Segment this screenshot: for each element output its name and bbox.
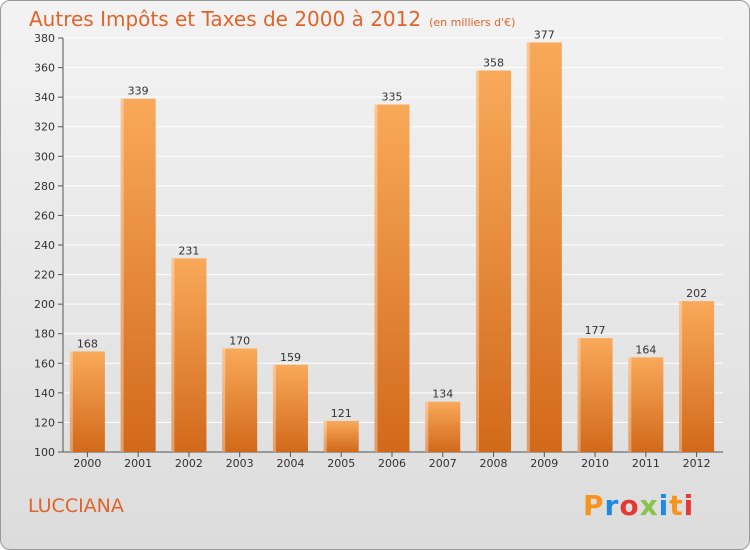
bar-highlight bbox=[425, 401, 429, 452]
x-tick-label: 2003 bbox=[226, 457, 254, 470]
chart-title: Autres Impôts et Taxes de 2000 à 2012 (en… bbox=[29, 7, 515, 31]
value-label: 168 bbox=[77, 337, 98, 350]
proxiti-logo[interactable]: Proxiti bbox=[583, 489, 694, 522]
x-tick-label: 2012 bbox=[683, 457, 711, 470]
value-label: 177 bbox=[585, 324, 606, 337]
bar-2001[interactable] bbox=[120, 98, 156, 452]
x-tick-label: 2007 bbox=[429, 457, 457, 470]
logo-letter: P bbox=[583, 489, 605, 522]
bar-2003[interactable] bbox=[222, 348, 258, 453]
y-tick-label: 360 bbox=[34, 62, 55, 75]
bar-2006[interactable] bbox=[374, 104, 410, 453]
x-tick-label: 2006 bbox=[378, 457, 406, 470]
value-label: 335 bbox=[382, 91, 403, 104]
value-label: 358 bbox=[483, 57, 504, 70]
bar-highlight bbox=[476, 70, 480, 453]
x-tick-label: 2005 bbox=[327, 457, 355, 470]
chart-title-unit: (en milliers d'€) bbox=[429, 16, 516, 29]
labels: 100 120 140 160 180 200 220 240 260 280 300 320 340 3… bbox=[34, 28, 711, 470]
commune-name: LUCCIANA bbox=[28, 495, 124, 517]
logo-letter: o bbox=[619, 489, 640, 522]
y-tick-label: 340 bbox=[34, 91, 55, 104]
value-label: 202 bbox=[686, 287, 707, 300]
x-tick-label: 2000 bbox=[73, 457, 101, 470]
bar-2012[interactable] bbox=[679, 301, 715, 452]
y-tick-label: 200 bbox=[34, 298, 55, 311]
logo-letter: i bbox=[683, 489, 695, 522]
y-tick-label: 140 bbox=[34, 387, 55, 400]
bar-highlight bbox=[679, 301, 683, 452]
bar-highlight bbox=[323, 420, 327, 452]
bar-2008[interactable] bbox=[476, 70, 512, 453]
bar-highlight bbox=[628, 357, 632, 452]
y-tick-label: 220 bbox=[34, 269, 55, 282]
value-label: 377 bbox=[534, 28, 555, 41]
value-label: 159 bbox=[280, 351, 301, 364]
x-tick-label: 2008 bbox=[480, 457, 508, 470]
bar-highlight bbox=[272, 364, 276, 452]
logo-letter: x bbox=[639, 489, 659, 522]
value-label: 134 bbox=[432, 388, 453, 401]
bar-highlight bbox=[222, 348, 226, 452]
logo-letter: t bbox=[669, 489, 684, 522]
bar-2005[interactable] bbox=[323, 420, 359, 452]
y-tick-label: 380 bbox=[34, 32, 55, 45]
x-tick-label: 2010 bbox=[581, 457, 609, 470]
bar-highlight bbox=[171, 258, 175, 452]
value-label: 164 bbox=[635, 343, 656, 356]
y-tick-label: 120 bbox=[34, 416, 55, 429]
x-tick-label: 2001 bbox=[124, 457, 152, 470]
x-tick-label: 2011 bbox=[632, 457, 660, 470]
y-tick-label: 160 bbox=[34, 357, 55, 370]
value-label: 121 bbox=[331, 407, 352, 420]
bar-2002[interactable] bbox=[171, 258, 207, 452]
x-tick-label: 2004 bbox=[276, 457, 304, 470]
bar-2000[interactable] bbox=[69, 351, 105, 452]
x-tick-label: 2002 bbox=[175, 457, 203, 470]
bar-2011[interactable] bbox=[628, 357, 664, 452]
bar-2009[interactable] bbox=[526, 42, 562, 452]
y-tick-label: 240 bbox=[34, 239, 55, 252]
y-tick-label: 260 bbox=[34, 209, 55, 222]
bar-highlight bbox=[526, 42, 530, 452]
bar-2007[interactable] bbox=[425, 401, 461, 452]
logo-letter: i bbox=[658, 489, 670, 522]
bar-2004[interactable] bbox=[272, 364, 308, 452]
logo-letter: r bbox=[604, 489, 620, 522]
chart-title-main: Autres Impôts et Taxes de 2000 à 2012 bbox=[29, 7, 422, 31]
y-tick-label: 100 bbox=[34, 446, 55, 459]
bar-highlight bbox=[120, 98, 124, 452]
value-label: 339 bbox=[128, 85, 149, 98]
x-tick-label: 2009 bbox=[530, 457, 558, 470]
y-tick-label: 300 bbox=[34, 150, 55, 163]
value-label: 231 bbox=[178, 244, 199, 257]
bar-highlight bbox=[577, 338, 581, 452]
y-tick-label: 280 bbox=[34, 180, 55, 193]
value-label: 170 bbox=[229, 335, 250, 348]
y-tick-label: 180 bbox=[34, 328, 55, 341]
bars bbox=[69, 42, 715, 453]
bar-2010[interactable] bbox=[577, 338, 613, 452]
bar-highlight bbox=[374, 104, 378, 453]
y-tick-label: 320 bbox=[34, 121, 55, 134]
bar-highlight bbox=[69, 351, 73, 452]
